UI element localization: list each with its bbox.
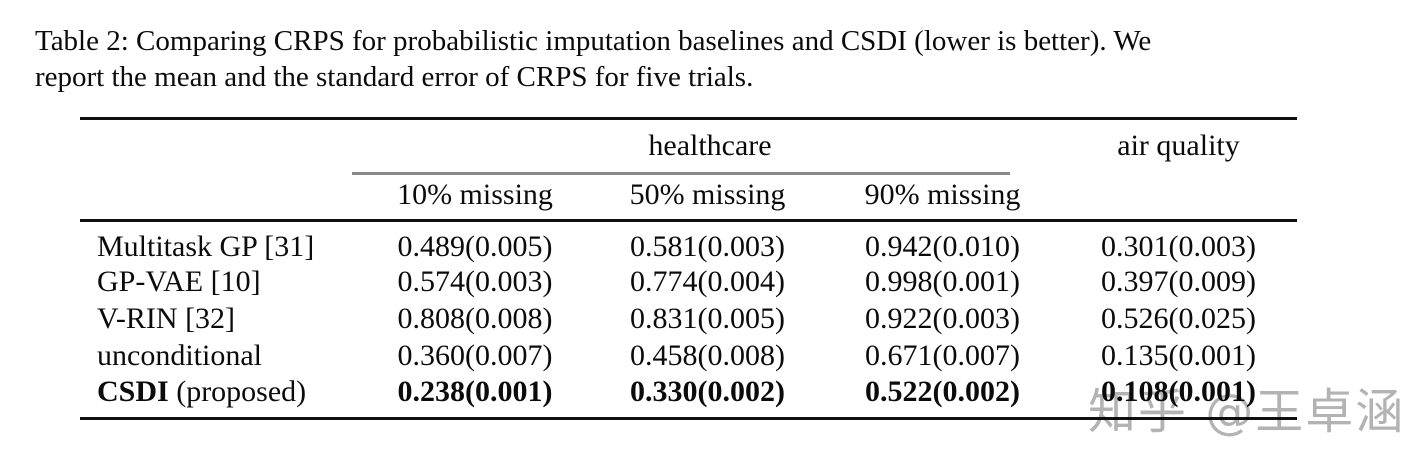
value-cell: 0.238(0.001)	[397, 374, 553, 408]
value-cell: 0.831(0.005)	[630, 302, 785, 335]
value-cell: 0.998(0.001)	[865, 265, 1020, 298]
group-header-row: healthcare air quality	[80, 120, 1297, 172]
column-group-air-quality: air quality	[1117, 129, 1240, 162]
column-header-10-missing: 10% missing	[360, 172, 590, 222]
column-header-90-missing: 90% missing	[825, 172, 1061, 222]
column-group-healthcare: healthcare	[648, 129, 772, 162]
value-cell: 0.330(0.002)	[630, 374, 785, 408]
value-cell: 0.922(0.003)	[865, 302, 1020, 335]
value-cell: 0.808(0.008)	[397, 302, 553, 335]
value-cell: 0.942(0.010)	[865, 229, 1020, 263]
table-row: V-RIN [32] 0.808(0.008) 0.831(0.005) 0.922(…	[80, 301, 1297, 338]
row-label: unconditional	[97, 339, 262, 372]
zhihu-watermark: 知乎 @王卓涵	[1088, 384, 1406, 440]
results-table: healthcare air quality 10% missing 50% m…	[80, 120, 1298, 417]
column-header-50-missing: 50% missing	[590, 172, 825, 222]
value-cell: 0.458(0.008)	[630, 339, 785, 372]
value-cell: 0.108(0.001)	[1101, 374, 1256, 408]
row-label: V-RIN [32]	[97, 302, 236, 335]
sub-header-row: 10% missing 50% missing 90% missing	[80, 172, 1298, 222]
table-row: unconditional 0.360(0.007) 0.458(0.008) 0.6…	[80, 338, 1297, 375]
value-cell: 0.522(0.002)	[865, 374, 1020, 408]
results-table-container: healthcare air quality 10% missing 50% m…	[80, 117, 1298, 420]
value-cell: 0.360(0.007)	[397, 339, 553, 372]
table-caption: Table 2: Comparing CRPS for probabilisti…	[35, 23, 1151, 95]
row-label: CSDI (proposed)	[97, 374, 307, 408]
value-cell: 0.774(0.004)	[630, 265, 785, 298]
value-cell: 0.135(0.001)	[1101, 339, 1256, 372]
value-cell: 0.489(0.005)	[397, 229, 553, 263]
caption-line-1: Table 2: Comparing CRPS for probabilisti…	[35, 25, 1152, 57]
row-label: Multitask GP [31]	[97, 229, 315, 263]
empty-header-cell	[80, 120, 360, 172]
empty-subheader-cell	[80, 172, 360, 222]
caption-line-2: report the mean and the standard error o…	[35, 61, 754, 93]
value-cell: 0.301(0.003)	[1101, 229, 1256, 263]
table-row: GP-VAE [10] 0.574(0.003) 0.774(0.004) 0.998…	[80, 264, 1297, 301]
value-cell: 0.574(0.003)	[397, 265, 553, 298]
value-cell: 0.671(0.007)	[865, 339, 1020, 372]
table-row: CSDI (proposed) 0.238(0.001) 0.330(0.002) 0…	[80, 375, 1297, 417]
healthcare-group-underline	[352, 172, 1010, 175]
value-cell: 0.581(0.003)	[630, 229, 785, 263]
empty-subheader-cell-air	[1060, 172, 1298, 222]
table-row: Multitask GP [31] 0.489(0.005) 0.581(0.003…	[80, 220, 1297, 264]
row-label: GP-VAE [10]	[97, 265, 261, 298]
table-body: Multitask GP [31] 0.489(0.005) 0.581(0.003…	[80, 220, 1297, 417]
value-cell: 0.397(0.009)	[1101, 265, 1256, 298]
row-label-bold: CSDI	[97, 374, 169, 408]
value-cell: 0.526(0.025)	[1101, 302, 1256, 335]
